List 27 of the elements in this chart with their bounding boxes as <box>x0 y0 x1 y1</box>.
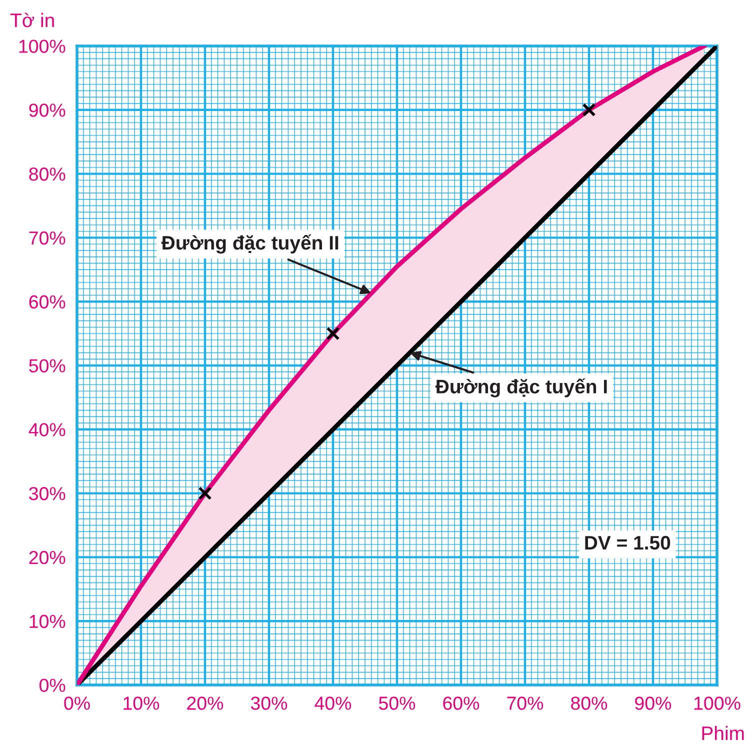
y-tick-label: 60% <box>29 295 66 309</box>
x-tick-label: 100% <box>694 696 740 710</box>
y-tick-label: 90% <box>29 104 66 117</box>
x-tick-label: 30% <box>250 696 288 710</box>
annotation: Đường đặc tuyến I <box>435 378 607 398</box>
x-tick-label: 10% <box>124 696 160 710</box>
annotation: DV = 1.50 <box>585 536 670 550</box>
annotation: Đường đặc tuyến II <box>161 234 338 254</box>
x-tick-label: 90% <box>635 696 672 710</box>
y-tick-label: 20% <box>29 550 66 564</box>
y-tick-label: 0% <box>40 678 66 692</box>
x-tick-label: 80% <box>571 696 608 710</box>
x-tick-label: 60% <box>443 696 480 710</box>
y-tick-label: 30% <box>29 487 66 500</box>
y-axis-title: Tờ in <box>10 12 54 28</box>
y-tick-label: 70% <box>29 231 66 245</box>
x-tick-label: 0% <box>64 696 90 710</box>
y-tick-label: 40% <box>28 423 66 436</box>
y-tick-label: 10% <box>30 614 66 628</box>
y-tick-label: 80% <box>29 168 66 181</box>
x-tick-label: 40% <box>314 696 352 710</box>
x-tick-label: 70% <box>507 696 544 710</box>
x-axis-title: Phim <box>702 726 744 740</box>
x-tick-label: 50% <box>378 696 416 710</box>
y-tick-label: 50% <box>29 359 66 372</box>
y-tick-label: 100% <box>19 40 66 53</box>
x-tick-label: 20% <box>187 696 224 710</box>
